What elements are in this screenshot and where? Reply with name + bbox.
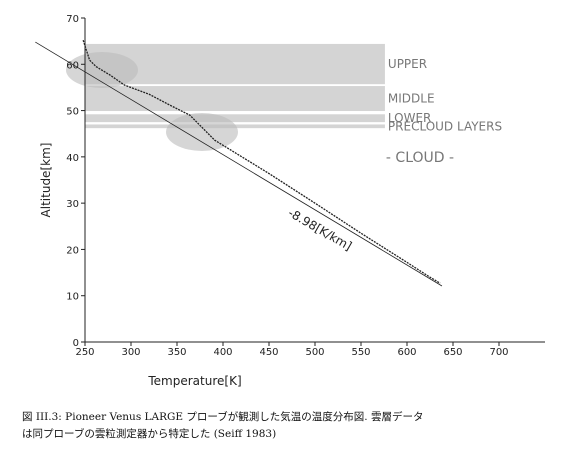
x-tick-label: 650 xyxy=(443,347,462,358)
x-tick-label: 400 xyxy=(213,347,232,358)
band-label: MIDDLE xyxy=(388,92,435,106)
x-tick-label: 600 xyxy=(397,347,416,358)
x-tick-label: 700 xyxy=(489,347,508,358)
x-tick-label: 500 xyxy=(305,347,324,358)
x-axis-label: Temperature[K] xyxy=(147,374,241,388)
y-tick-label: 30 xyxy=(66,199,79,210)
caption: は同プローブの雲粒測定器から特定した (Seiff 1983) xyxy=(22,427,276,440)
series-line xyxy=(35,41,443,287)
y-tick-label: 40 xyxy=(66,153,79,164)
y-tick-label: 70 xyxy=(66,14,79,25)
cloud-band xyxy=(85,114,385,123)
y-tick-label: 10 xyxy=(66,292,79,303)
x-tick-label: 250 xyxy=(75,347,94,358)
y-tick-label: 50 xyxy=(66,107,79,118)
x-tick-label: 550 xyxy=(351,347,370,358)
caption: 図 III.3: Pioneer Venus LARGE プローブが観測した気温… xyxy=(22,410,423,423)
x-tick-label: 450 xyxy=(259,347,278,358)
y-tick-label: 60 xyxy=(66,60,79,71)
cloud-band xyxy=(85,86,385,112)
band-label: UPPER xyxy=(388,57,427,71)
y-axis-label: Altitude[km] xyxy=(39,143,53,218)
x-tick-label: 350 xyxy=(167,347,186,358)
y-tick-label: 0 xyxy=(73,338,79,349)
highlight xyxy=(166,113,238,151)
x-tick-label: 300 xyxy=(121,347,140,358)
band-label: PRECLOUD LAYERS xyxy=(388,119,502,133)
cloud-label: - CLOUD - xyxy=(386,150,454,166)
band-label: LOWER xyxy=(388,111,432,125)
y-tick-label: 20 xyxy=(66,245,79,256)
